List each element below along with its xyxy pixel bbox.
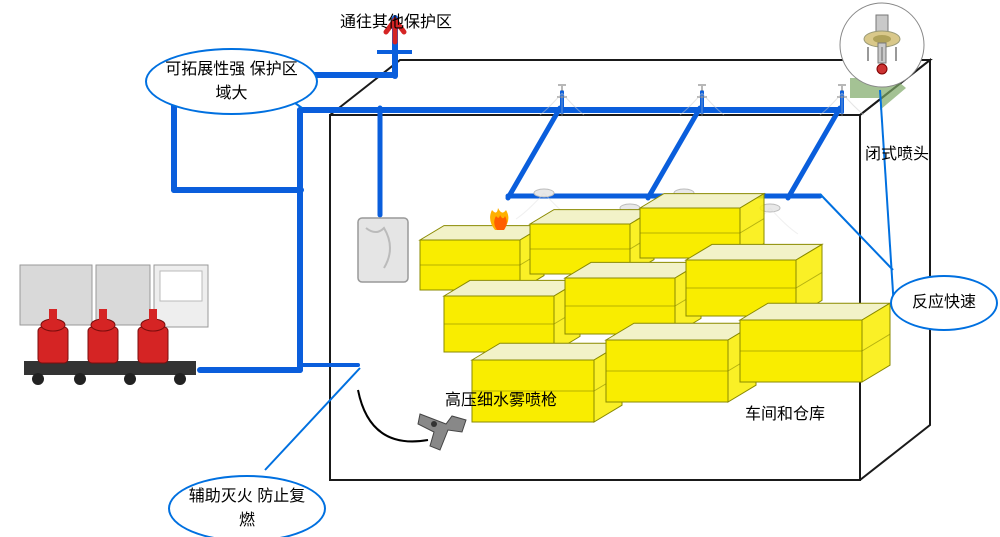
label-room: 车间和仓库 [745, 400, 825, 424]
bubble-expandable: 可拓展性强 保护区域大 [145, 48, 318, 115]
pipe-segment [648, 108, 700, 198]
fire-inner-icon [494, 215, 507, 230]
gun-cable [358, 390, 428, 441]
bubble-aux-fire: 辅助灭火 防止复燃 [168, 475, 326, 537]
spray-gun-icon [418, 414, 466, 450]
bubble-tail [880, 90, 894, 308]
pipe-segment [788, 108, 840, 198]
storage-box [444, 280, 580, 352]
bubble-tail [820, 194, 893, 270]
pipe-segment [508, 108, 560, 198]
bubble-tail [265, 368, 360, 470]
storage-box [472, 343, 622, 422]
room-outline [860, 60, 930, 480]
storage-box [740, 303, 890, 382]
pump-unit [20, 265, 208, 385]
bubble-fast-response: 反应快速 [890, 275, 998, 331]
label-other-zone: 通往其他保护区 [340, 8, 452, 32]
storage-box [606, 323, 756, 402]
label-spray-gun: 高压细水雾喷枪 [445, 386, 557, 410]
mist-icon [680, 93, 724, 117]
label-closed-nozzle: 闭式喷头 [865, 140, 929, 164]
mist-icon [540, 93, 584, 117]
